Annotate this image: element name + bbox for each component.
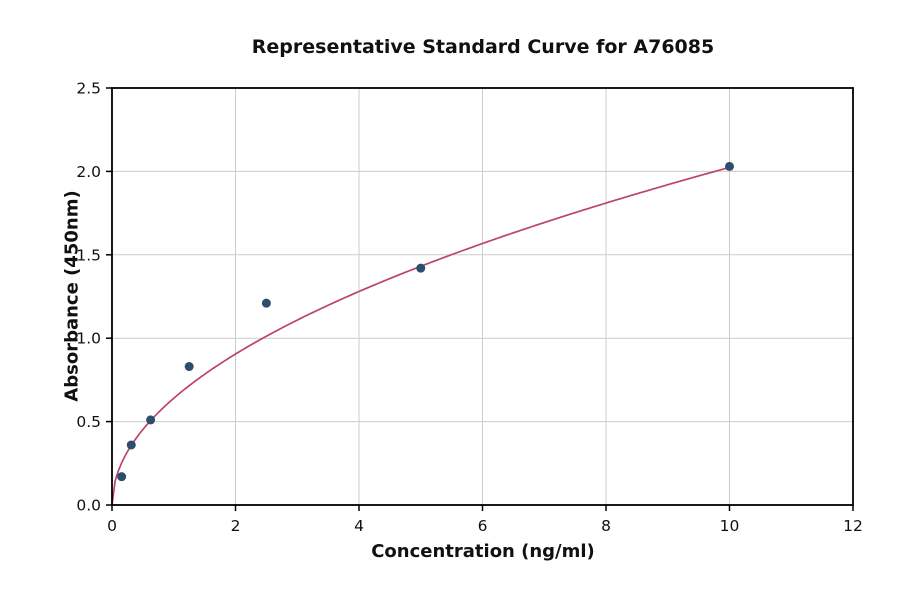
x-tick-label: 6 — [478, 517, 488, 535]
x-tick-label: 10 — [720, 517, 740, 535]
y-tick-label: 1.0 — [76, 330, 101, 348]
fit-curve-line — [111, 166, 730, 506]
x-tick-label: 12 — [843, 517, 863, 535]
data-point — [261, 298, 271, 308]
x-tick-label: 2 — [231, 517, 241, 535]
y-tick-label: 0.0 — [76, 497, 101, 515]
data-point — [184, 362, 194, 372]
x-tick-label: 0 — [107, 517, 117, 535]
data-point — [117, 472, 127, 482]
x-tick-label: 4 — [354, 517, 364, 535]
y-tick-label: 1.5 — [76, 246, 101, 264]
data-point — [146, 415, 156, 425]
x-axis-label: Concentration (ng/ml) — [371, 541, 595, 562]
data-point — [126, 440, 136, 450]
x-tick-label: 8 — [601, 517, 611, 535]
y-tick-label: 2.0 — [76, 163, 101, 181]
y-tick-label: 2.5 — [76, 80, 101, 98]
chart-title: Representative Standard Curve for A76085 — [251, 36, 715, 58]
data-point — [725, 161, 734, 171]
y-tick-label: 0.5 — [76, 413, 101, 431]
data-point — [416, 263, 426, 273]
